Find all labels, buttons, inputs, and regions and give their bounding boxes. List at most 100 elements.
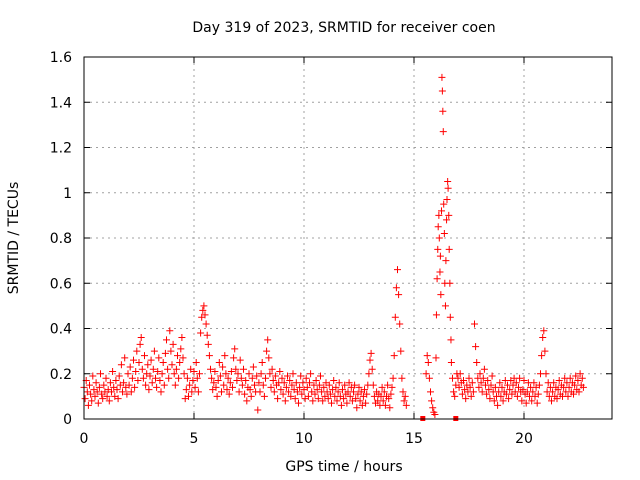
data-point [320,383,328,391]
data-point [518,397,526,405]
data-point [379,397,387,405]
data-point [270,388,278,396]
data-point [424,358,432,366]
data-point [429,404,437,412]
data-point [172,365,180,373]
data-point [131,383,139,391]
data-point [295,399,302,407]
data-point [396,320,404,328]
data-point [112,377,120,385]
data-point [432,311,440,319]
data-point [235,388,243,396]
data-point [202,320,210,328]
data-point [87,390,95,398]
data-point [284,372,291,380]
data-point [443,216,451,224]
data-point [479,374,487,382]
data-point [193,374,201,382]
data-point [309,397,317,405]
data-point [447,358,455,366]
data-point [180,370,188,378]
data-point [498,383,506,391]
data-point [264,336,272,344]
data-point [212,383,220,391]
data-point [574,377,582,385]
data-point [440,229,448,237]
data-point [296,383,304,391]
data-point [226,379,234,387]
data-point [106,379,114,387]
data-point [267,383,275,391]
data-point [237,374,245,382]
data-point [231,345,239,353]
data-point [303,383,311,391]
data-point [315,381,323,389]
data-point [325,381,333,389]
data-point [484,377,492,385]
data-point [522,399,530,407]
data-point [440,200,448,208]
data-point [103,392,111,400]
data-point [548,397,555,405]
data-point [555,377,563,385]
data-point [369,381,377,389]
data-point [86,381,93,389]
data-point [337,401,345,409]
data-point [435,234,443,242]
data-point [389,374,397,382]
y-tick-label: 0.2 [50,367,72,383]
data-point [260,392,268,400]
data-point [361,386,368,394]
data-point [471,320,478,328]
data-point [145,386,153,394]
data-point [455,383,463,391]
data-point [433,275,441,283]
data-point [200,302,208,310]
data-point [427,388,434,396]
data-point [402,401,410,409]
data-point [138,365,146,373]
data-point [227,367,235,375]
data-point [353,404,361,412]
data-point [564,392,572,400]
data-point [115,372,123,380]
data-point [494,401,502,409]
data-point [221,352,229,360]
data-point [175,374,183,382]
data-point [219,363,227,371]
data-point [148,379,156,387]
data-point [445,245,453,253]
data-point [149,365,157,373]
data-point [485,386,493,394]
data-point [191,383,199,391]
data-point [285,388,293,396]
data-point [434,245,442,253]
data-point [314,395,322,403]
data-point [97,370,104,378]
x-tick-label: 5 [190,431,199,447]
data-point [387,390,395,398]
data-point [100,381,108,389]
data-point [436,268,444,276]
data-point [117,361,125,369]
data-point [579,383,587,391]
data-point [188,388,196,396]
data-point [467,392,475,400]
data-point [391,313,399,321]
data-point [385,395,393,403]
data-point [553,395,561,403]
data-point [243,397,251,405]
data-point [168,361,176,369]
data-point [513,392,521,400]
data-point [125,381,133,389]
data-point [109,367,117,375]
data-point [499,397,507,405]
data-point [334,388,342,396]
data-point [232,365,240,373]
data-point [190,367,198,375]
data-point [454,374,462,382]
data-point [328,399,335,407]
data-point [439,107,447,115]
data-point [520,377,528,385]
y-tick-label: 0.4 [50,322,72,338]
